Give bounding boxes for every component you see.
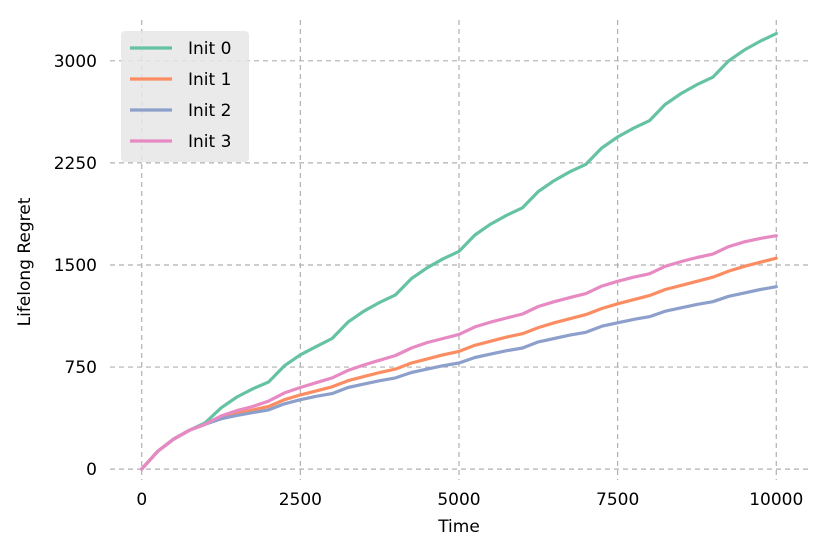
legend-box: [121, 31, 249, 162]
x-tick-label: 10000: [749, 490, 803, 510]
legend-label: Init 0: [188, 39, 231, 59]
y-axis-label: Lifelong Regret: [15, 197, 35, 326]
legend-label: Init 3: [188, 132, 231, 152]
legend: Init 0 Init 1 Init 2 Init 3: [121, 31, 249, 162]
y-tick-label: 750: [65, 358, 97, 378]
x-tick-label: 2500: [279, 490, 322, 510]
x-tick-label: 5000: [437, 490, 480, 510]
ticks-layer: 0 2500 5000 7500 10000 0 750 1500 2250 3000: [54, 52, 804, 510]
x-axis-label: Time: [437, 517, 480, 537]
legend-label: Init 2: [188, 101, 231, 121]
legend-label: Init 1: [188, 70, 231, 90]
y-tick-label: 0: [86, 460, 97, 480]
series-line-init-2: [140, 285, 778, 471]
x-tick-label: 7500: [596, 490, 639, 510]
series-line-init-0: [140, 31, 778, 471]
series-layer: [140, 31, 778, 471]
x-tick-label: 0: [136, 490, 147, 510]
series-line-init-1: [140, 256, 778, 471]
y-tick-label: 3000: [54, 52, 97, 72]
y-tick-label: 2250: [54, 154, 97, 174]
series-line-init-3: [140, 234, 778, 471]
y-tick-label: 1500: [54, 256, 97, 276]
